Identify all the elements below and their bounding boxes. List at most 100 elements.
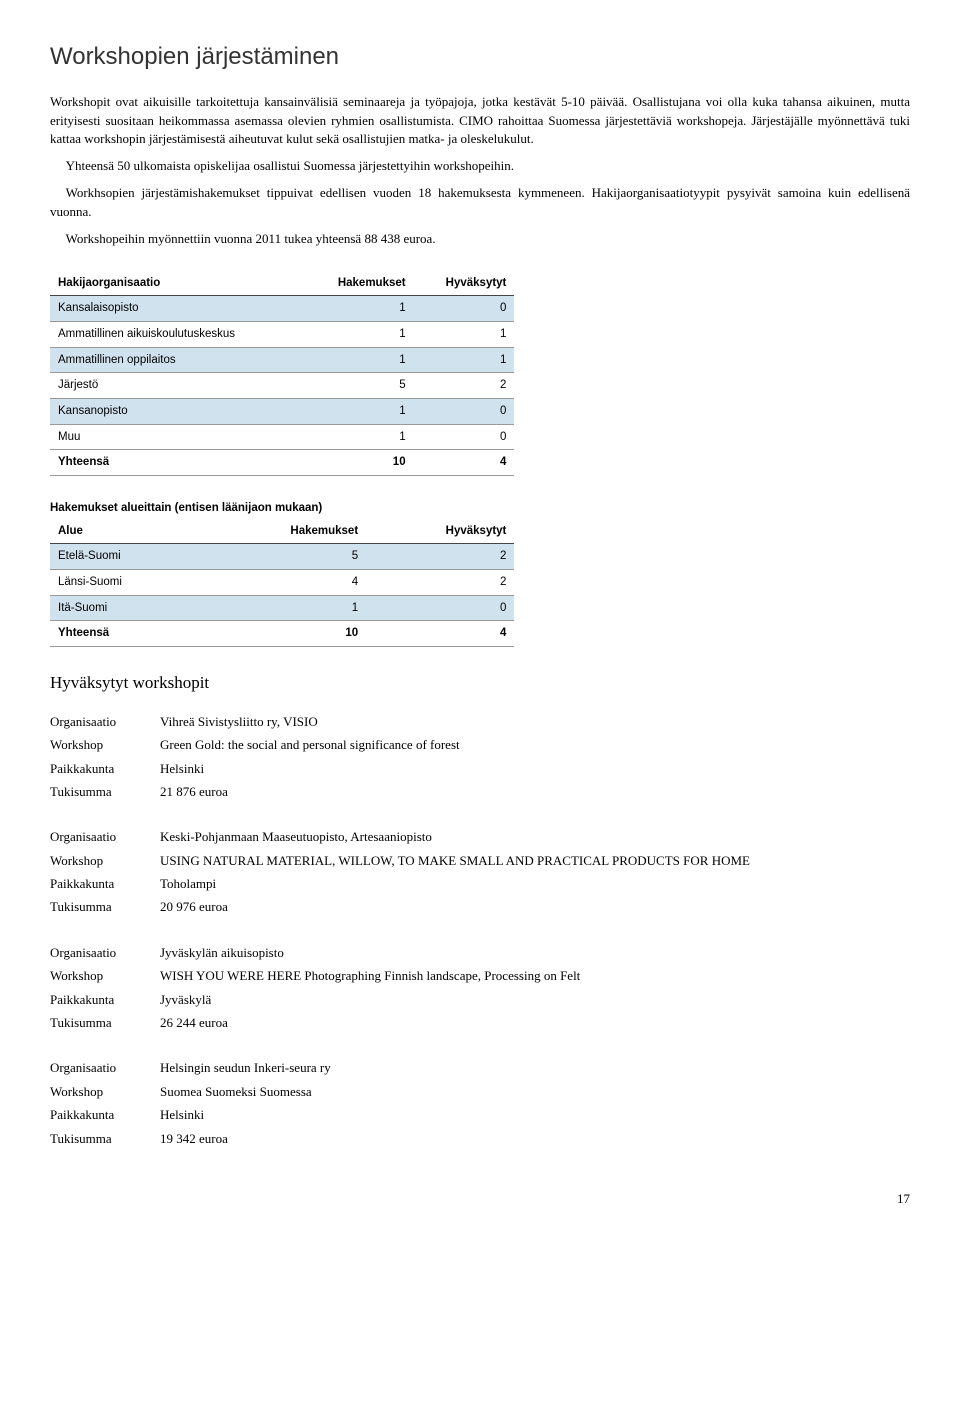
table-row: Kansalaisopisto10: [50, 296, 514, 322]
table-cell: Ammatillinen oppilaitos: [50, 347, 304, 373]
detail-label: Workshop: [50, 964, 160, 987]
table-cell: 1: [304, 347, 414, 373]
detail-value: WISH YOU WERE HERE Photographing Finnish…: [160, 964, 910, 987]
applicant-organisation-table: Hakijaorganisaatio Hakemukset Hyväksytyt…: [50, 271, 514, 476]
detail-value: Green Gold: the social and personal sign…: [160, 733, 910, 756]
detail-row: PaikkakuntaHelsinki: [50, 1103, 910, 1126]
detail-row: WorkshopWISH YOU WERE HERE Photographing…: [50, 964, 910, 987]
table-cell: 10: [204, 621, 366, 647]
table-cell: 5: [304, 373, 414, 399]
detail-label: Tukisumma: [50, 1011, 160, 1034]
table-row: Ammatillinen aikuiskoulutuskeskus11: [50, 322, 514, 348]
table-row: Itä-Suomi10: [50, 595, 514, 621]
detail-row: PaikkakuntaJyväskylä: [50, 988, 910, 1011]
paragraph: Workshopeihin myönnettiin vuonna 2011 tu…: [50, 230, 910, 249]
table-cell: 1: [204, 595, 366, 621]
detail-row: PaikkakuntaToholampi: [50, 872, 910, 895]
table-caption: Hakemukset alueittain (entisen läänijaon…: [50, 500, 910, 517]
table-cell: 5: [204, 544, 366, 570]
table-row: Muu10: [50, 424, 514, 450]
table-cell: 0: [414, 399, 515, 425]
detail-row: OrganisaatioKeski-Pohjanmaan Maaseutuopi…: [50, 825, 910, 848]
table-cell: 4: [414, 450, 515, 476]
detail-value: Suomea Suomeksi Suomessa: [160, 1080, 910, 1103]
table-cell: Etelä-Suomi: [50, 544, 204, 570]
detail-row: Tukisumma26 244 euroa: [50, 1011, 910, 1034]
approved-workshops-heading: Hyväksytyt workshopit: [50, 671, 910, 696]
region-table: Alue Hakemukset Hyväksytyt Etelä-Suomi52…: [50, 519, 514, 647]
detail-value: Helsinki: [160, 757, 910, 780]
detail-label: Workshop: [50, 1080, 160, 1103]
table-total-row: Yhteensä104: [50, 450, 514, 476]
page-title: Workshopien järjestäminen: [50, 40, 910, 75]
paragraph: Workhsopien järjestämishakemukset tippui…: [50, 184, 910, 222]
paragraph: Yhteensä 50 ulkomaista opiskelijaa osall…: [50, 157, 910, 176]
page-number: 17: [50, 1190, 910, 1209]
detail-value: USING NATURAL MATERIAL, WILLOW, TO MAKE …: [160, 849, 910, 872]
table-row: Länsi-Suomi42: [50, 570, 514, 596]
table-cell: Muu: [50, 424, 304, 450]
detail-row: OrganisaatioVihreä Sivistysliitto ry, VI…: [50, 710, 910, 733]
table-total-row: Yhteensä104: [50, 621, 514, 647]
detail-label: Workshop: [50, 733, 160, 756]
detail-label: Paikkakunta: [50, 872, 160, 895]
paragraph: Workshopit ovat aikuisille tarkoitettuja…: [50, 93, 910, 150]
table-cell: 2: [366, 570, 514, 596]
detail-value: Keski-Pohjanmaan Maaseutuopisto, Artesaa…: [160, 825, 910, 848]
table-cell: 1: [304, 399, 414, 425]
detail-value: 21 876 euroa: [160, 780, 910, 803]
detail-label: Tukisumma: [50, 895, 160, 918]
detail-row: Tukisumma20 976 euroa: [50, 895, 910, 918]
table-cell: 2: [414, 373, 515, 399]
detail-row: WorkshopUSING NATURAL MATERIAL, WILLOW, …: [50, 849, 910, 872]
detail-label: Organisaatio: [50, 710, 160, 733]
detail-value: Vihreä Sivistysliitto ry, VISIO: [160, 710, 910, 733]
table-cell: 0: [366, 595, 514, 621]
table-row: Etelä-Suomi52: [50, 544, 514, 570]
detail-label: Organisaatio: [50, 941, 160, 964]
table-cell: Itä-Suomi: [50, 595, 204, 621]
table-header: Hyväksytyt: [414, 271, 515, 296]
table-cell: 1: [304, 322, 414, 348]
table-cell: 1: [304, 296, 414, 322]
detail-value: 26 244 euroa: [160, 1011, 910, 1034]
detail-row: OrganisaatioHelsingin seudun Inkeri-seur…: [50, 1056, 910, 1079]
table-header: Hakemukset: [204, 519, 366, 544]
workshop-detail-block: OrganisaatioVihreä Sivistysliitto ry, VI…: [50, 710, 910, 804]
table-cell: 4: [366, 621, 514, 647]
table-cell: 1: [414, 347, 515, 373]
detail-label: Tukisumma: [50, 1127, 160, 1150]
table-row: Kansanopisto10: [50, 399, 514, 425]
table-cell: Kansalaisopisto: [50, 296, 304, 322]
detail-value: 19 342 euroa: [160, 1127, 910, 1150]
table-cell: Yhteensä: [50, 450, 304, 476]
detail-value: Helsingin seudun Inkeri-seura ry: [160, 1056, 910, 1079]
detail-label: Organisaatio: [50, 825, 160, 848]
table-header: Hyväksytyt: [366, 519, 514, 544]
detail-row: WorkshopGreen Gold: the social and perso…: [50, 733, 910, 756]
detail-label: Tukisumma: [50, 780, 160, 803]
table-cell: Ammatillinen aikuiskoulutuskeskus: [50, 322, 304, 348]
table-cell: 0: [414, 424, 515, 450]
table-cell: 1: [414, 322, 515, 348]
table-cell: 2: [366, 544, 514, 570]
detail-row: Tukisumma19 342 euroa: [50, 1127, 910, 1150]
detail-value: Jyväskylän aikuisopisto: [160, 941, 910, 964]
table-cell: Järjestö: [50, 373, 304, 399]
detail-row: OrganisaatioJyväskylän aikuisopisto: [50, 941, 910, 964]
body-text: Workshopit ovat aikuisille tarkoitettuja…: [50, 93, 910, 249]
table-row: Järjestö52: [50, 373, 514, 399]
detail-value: Jyväskylä: [160, 988, 910, 1011]
detail-label: Organisaatio: [50, 1056, 160, 1079]
table-header: Hakemukset: [304, 271, 414, 296]
table-cell: Yhteensä: [50, 621, 204, 647]
detail-label: Workshop: [50, 849, 160, 872]
detail-row: WorkshopSuomea Suomeksi Suomessa: [50, 1080, 910, 1103]
table-cell: 4: [204, 570, 366, 596]
table-row: Ammatillinen oppilaitos11: [50, 347, 514, 373]
table-header: Alue: [50, 519, 204, 544]
detail-row: Tukisumma21 876 euroa: [50, 780, 910, 803]
detail-value: 20 976 euroa: [160, 895, 910, 918]
table-cell: Länsi-Suomi: [50, 570, 204, 596]
table-cell: 10: [304, 450, 414, 476]
